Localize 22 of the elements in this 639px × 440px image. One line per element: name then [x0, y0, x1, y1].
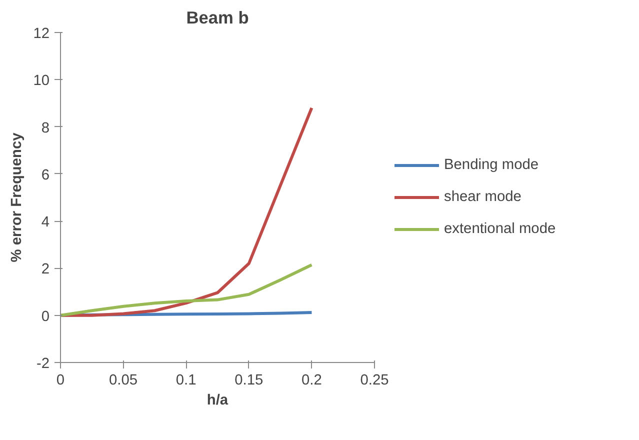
y-tick-label: 8: [41, 120, 50, 136]
legend-label: Bending mode: [444, 157, 539, 173]
x-tick-label: 0.1: [176, 372, 196, 388]
y-axis-title: % error Frequency: [9, 132, 26, 262]
y-tick-label: 0: [41, 308, 50, 325]
legend-label: extentional mode: [444, 221, 556, 237]
line-series: [60, 106, 314, 317]
x-tick-label: 0: [56, 372, 65, 388]
y-tick-label: -2: [36, 356, 50, 372]
x-tick-label: 0.25: [360, 372, 389, 388]
y-tick-label: 6: [41, 167, 50, 184]
x-tick-label: 0.05: [109, 372, 138, 388]
x-axis-title: h/a: [206, 392, 229, 408]
y-tick-label: 2: [41, 262, 50, 278]
x-tick-label: 0.2: [302, 372, 322, 388]
chart-title: Beam b: [186, 8, 249, 28]
line-series: [60, 263, 314, 317]
x-tick-label: 0.15: [234, 372, 264, 388]
y-tick-label: 12: [33, 26, 50, 42]
y-tick-label: 10: [33, 73, 50, 90]
legend-label: shear mode: [444, 189, 522, 205]
y-tick-label: 4: [41, 214, 50, 231]
